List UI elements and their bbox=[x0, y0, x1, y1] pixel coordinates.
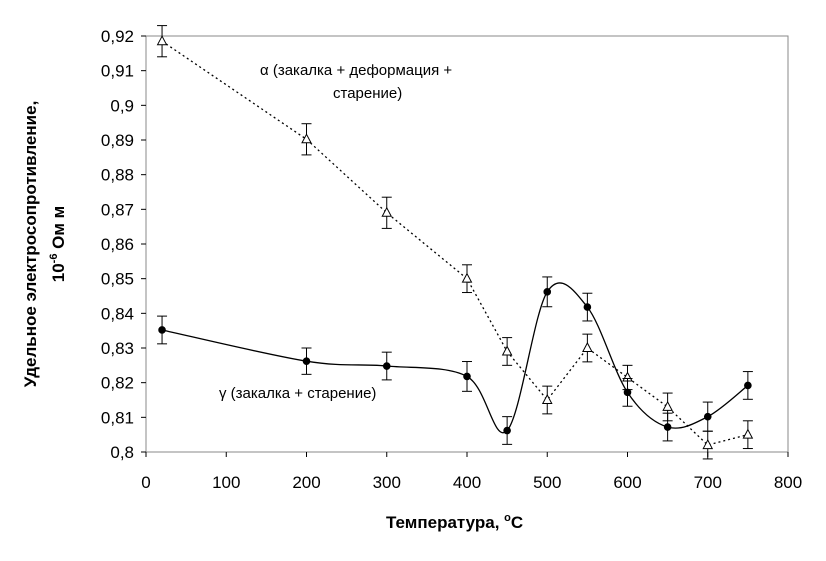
y-axis: 0,8 0,81 0,82 0,83 0,84 0,85 0,86 0,87 0,88 0,89 0… bbox=[101, 27, 146, 462]
x-axis-title: Температура, oC bbox=[386, 512, 523, 532]
x-tick-label: 700 bbox=[694, 473, 722, 492]
x-tick-label: 400 bbox=[453, 473, 481, 492]
x-tick-label: 0 bbox=[141, 473, 150, 492]
series-layer bbox=[156, 25, 754, 460]
data-point bbox=[742, 428, 754, 439]
x-axis-title-sup: o bbox=[504, 512, 511, 524]
annotation-alpha-symbol: α bbox=[260, 62, 269, 79]
data-point bbox=[744, 381, 752, 390]
annotation-gamma-text: (закалка + старение) bbox=[227, 385, 377, 402]
x-axis-title-main: Температура, bbox=[386, 513, 504, 532]
y-tick-label: 0,92 bbox=[101, 27, 134, 46]
y-axis-title-unit: Ом м bbox=[49, 206, 68, 254]
x-tick-label: 200 bbox=[292, 473, 320, 492]
data-point bbox=[583, 303, 592, 311]
data-point bbox=[381, 206, 393, 217]
data-point bbox=[156, 35, 168, 46]
y-axis-title-base: 10 bbox=[49, 263, 68, 282]
data-point bbox=[703, 412, 712, 421]
y-tick-label: 0,84 bbox=[101, 304, 134, 323]
data-point bbox=[501, 345, 513, 356]
data-point bbox=[702, 438, 714, 450]
data-point bbox=[541, 393, 553, 404]
data-point bbox=[662, 400, 673, 411]
y-tick-label: 0,87 bbox=[101, 200, 134, 219]
data-point bbox=[463, 372, 471, 381]
data-point bbox=[582, 341, 593, 352]
x-tick-label: 500 bbox=[533, 473, 561, 492]
y-tick-label: 0,88 bbox=[101, 166, 134, 185]
y-tick-label: 0,91 bbox=[101, 62, 134, 81]
y-tick-label: 0,82 bbox=[101, 374, 134, 393]
data-point bbox=[302, 357, 311, 365]
y-tick-label: 0,89 bbox=[101, 131, 134, 150]
annotation-gamma: γ (закалка + старение) bbox=[219, 385, 376, 402]
annotation-alpha-text: (закалка + деформация + bbox=[269, 62, 453, 79]
data-point bbox=[382, 362, 391, 370]
y-tick-label: 0,83 bbox=[101, 339, 134, 358]
y-axis-title-line2: 10-6 Ом м bbox=[48, 206, 68, 283]
series-triangle bbox=[156, 25, 754, 460]
x-axis-title-unit: C bbox=[511, 513, 523, 532]
y-axis-title-line1: Удельное электросопротивление, bbox=[21, 101, 40, 388]
y-tick-label: 0,8 bbox=[110, 443, 134, 462]
annotation-alpha: α (закалка + деформация + bbox=[260, 62, 452, 79]
y-tick-label: 0,81 bbox=[101, 408, 134, 427]
data-point bbox=[503, 426, 511, 435]
annotation-gamma-symbol: γ bbox=[219, 385, 227, 402]
x-tick-label: 300 bbox=[373, 473, 401, 492]
annotation-alpha-line2: старение) bbox=[333, 85, 402, 102]
series-circle bbox=[157, 276, 753, 445]
data-point bbox=[543, 288, 552, 296]
y-axis-title-sup: -6 bbox=[48, 254, 60, 264]
data-point bbox=[663, 423, 672, 431]
x-tick-label: 100 bbox=[212, 473, 240, 492]
y-tick-label: 0,86 bbox=[101, 235, 134, 254]
y-tick-label: 0,9 bbox=[110, 96, 134, 115]
x-tick-label: 600 bbox=[613, 473, 641, 492]
y-tick-label: 0,85 bbox=[101, 270, 134, 289]
data-point bbox=[158, 326, 166, 334]
data-point bbox=[623, 388, 632, 397]
data-point bbox=[461, 272, 473, 283]
x-axis: 0 100 200 300 400 500 600 700 800 bbox=[141, 452, 802, 492]
x-tick-label: 800 bbox=[774, 473, 802, 492]
y-axis-title: Удельное электросопротивление, 10-6 Ом м bbox=[21, 101, 68, 388]
data-point bbox=[301, 133, 312, 144]
